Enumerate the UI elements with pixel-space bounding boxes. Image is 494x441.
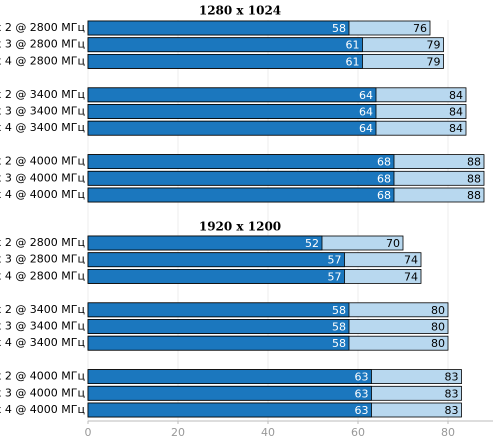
x-tick-label: 80 — [441, 426, 455, 439]
value-label: 58 — [332, 304, 346, 317]
category-label: x 4 @ 2800 МГц — [0, 269, 85, 282]
value-label: 63 — [355, 371, 369, 384]
category-label: x 4 @ 2800 МГц — [0, 54, 85, 67]
value-label: 79 — [427, 55, 441, 68]
category-label: x 2 @ 2800 МГц — [0, 236, 85, 249]
value-label: 80 — [431, 337, 445, 350]
value-label: 63 — [355, 387, 369, 400]
value-label: 83 — [445, 404, 459, 417]
value-label: 58 — [332, 321, 346, 334]
category-label: x 4 @ 3400 МГц — [0, 121, 85, 134]
category-label: x 4 @ 4000 МГц — [0, 188, 85, 201]
bar — [87, 302, 350, 318]
bar — [87, 369, 372, 385]
category-label: x 3 @ 4000 МГц — [0, 386, 85, 399]
group-title: 1920 x 1200 — [199, 220, 281, 234]
value-label: 64 — [359, 106, 373, 119]
x-tick-label: 60 — [351, 426, 365, 439]
bar — [87, 87, 377, 103]
bar — [87, 252, 345, 268]
value-label: 80 — [431, 321, 445, 334]
x-tick-label: 0 — [85, 426, 92, 439]
bar — [87, 170, 395, 186]
value-label: 74 — [404, 270, 418, 283]
value-label: 83 — [445, 387, 459, 400]
value-label: 68 — [377, 172, 391, 185]
bar — [87, 20, 350, 36]
value-label: 74 — [404, 254, 418, 267]
category-label: x 3 @ 2800 МГц — [0, 253, 85, 266]
value-label: 57 — [328, 254, 342, 267]
bar — [87, 319, 350, 334]
category-label: x 3 @ 3400 МГц — [0, 105, 85, 118]
value-label: 84 — [449, 122, 463, 135]
category-label: x 3 @ 2800 МГц — [0, 38, 85, 51]
bar — [87, 402, 372, 418]
bar — [87, 385, 372, 401]
category-label: x 4 @ 4000 МГц — [0, 403, 85, 416]
value-label: 61 — [346, 55, 360, 68]
category-label: x 2 @ 2800 МГц — [0, 21, 85, 34]
group-title: 1280 x 1024 — [199, 4, 281, 18]
value-label: 68 — [377, 189, 391, 202]
value-label: 88 — [467, 172, 481, 185]
value-label: 88 — [467, 156, 481, 169]
value-label: 64 — [359, 122, 373, 135]
value-label: 76 — [413, 22, 427, 35]
value-label: 58 — [332, 22, 346, 35]
value-label: 63 — [355, 404, 369, 417]
bar — [87, 154, 395, 170]
value-label: 64 — [359, 89, 373, 102]
value-label: 84 — [449, 89, 463, 102]
value-label: 88 — [467, 189, 481, 202]
x-tick-label: 20 — [171, 426, 185, 439]
category-label: x 3 @ 4000 МГц — [0, 171, 85, 184]
value-label: 70 — [386, 237, 400, 250]
bar — [87, 54, 363, 69]
value-label: 58 — [332, 337, 346, 350]
category-label: x 2 @ 4000 МГц — [0, 155, 85, 168]
value-label: 83 — [445, 371, 459, 384]
value-label: 52 — [305, 237, 319, 250]
category-label: x 4 @ 3400 МГц — [0, 336, 85, 349]
bar — [87, 37, 363, 53]
bar — [87, 187, 395, 203]
category-label: x 2 @ 4000 МГц — [0, 370, 85, 383]
bar — [87, 335, 350, 351]
value-label: 79 — [427, 39, 441, 52]
x-tick-label: 40 — [261, 426, 275, 439]
value-label: 61 — [346, 39, 360, 52]
bar — [87, 268, 345, 284]
value-label: 57 — [328, 270, 342, 283]
value-label: 84 — [449, 106, 463, 119]
category-label: x 2 @ 3400 МГц — [0, 88, 85, 101]
bar — [87, 104, 377, 119]
bar — [87, 235, 323, 251]
category-label: x 3 @ 3400 МГц — [0, 320, 85, 333]
bar — [87, 120, 377, 136]
value-label: 68 — [377, 156, 391, 169]
value-label: 80 — [431, 304, 445, 317]
category-label: x 2 @ 3400 МГц — [0, 303, 85, 316]
